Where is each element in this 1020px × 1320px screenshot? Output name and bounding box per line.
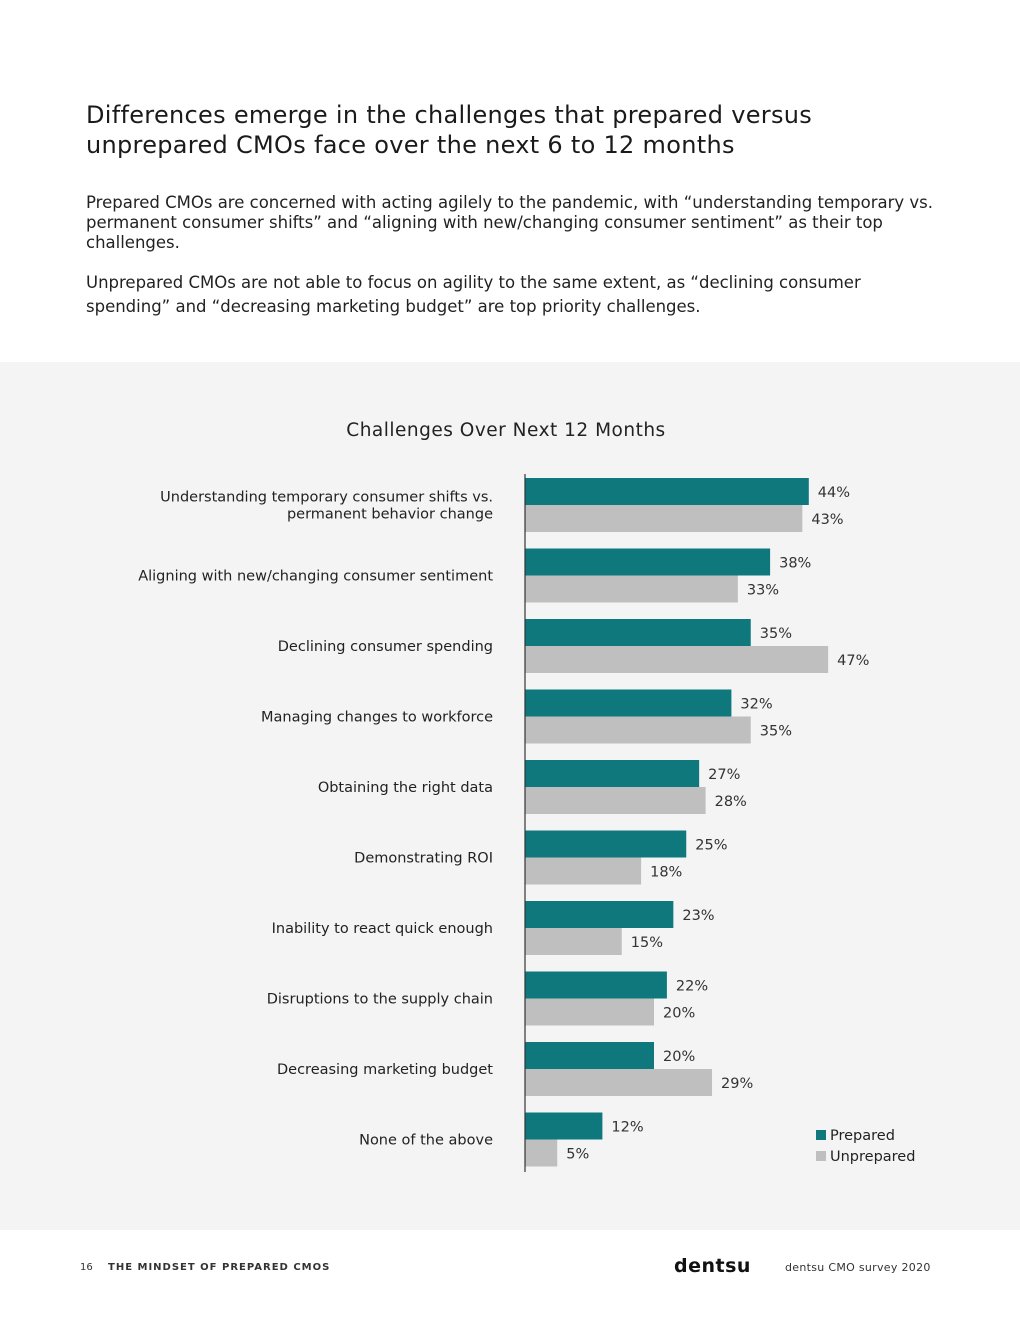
- data-label: 20%: [663, 1006, 695, 1022]
- category-label: Managing changes to workforce: [261, 710, 493, 726]
- category-label: Disruptions to the supply chain: [267, 992, 493, 1008]
- legend-swatch-unprepared: [816, 1151, 826, 1161]
- data-label: 35%: [760, 724, 792, 740]
- bar-prepared: [525, 901, 674, 928]
- data-label: 38%: [779, 556, 811, 572]
- data-label: 18%: [650, 865, 682, 881]
- category-label: None of the above: [359, 1133, 493, 1149]
- bar-unprepared: [525, 646, 829, 673]
- category-label: Demonstrating ROI: [354, 851, 493, 867]
- data-label: 22%: [676, 979, 708, 995]
- chart-title: Challenges Over Next 12 Months: [346, 420, 665, 441]
- bar-prepared: [525, 1042, 654, 1069]
- bar-unprepared: [525, 1069, 713, 1096]
- data-label: 32%: [740, 697, 772, 713]
- bar-prepared: [525, 760, 700, 787]
- bar-unprepared: [525, 1139, 558, 1167]
- bar-unprepared: [525, 787, 706, 814]
- legend-swatch-prepared: [816, 1130, 826, 1140]
- page-number: 16: [80, 1262, 93, 1273]
- data-label: 23%: [682, 908, 714, 924]
- data-label: 28%: [715, 794, 747, 810]
- bar-unprepared: [525, 998, 654, 1026]
- survey-name: dentsu CMO survey 2020: [785, 1261, 931, 1274]
- data-label: 15%: [631, 935, 663, 951]
- data-label: 29%: [721, 1076, 753, 1092]
- bar-unprepared: [525, 575, 738, 603]
- data-label: 12%: [611, 1120, 643, 1136]
- bar-unprepared: [525, 928, 622, 955]
- bar-prepared: [525, 971, 667, 999]
- category-label: Aligning with new/changing consumer sent…: [138, 569, 493, 585]
- intro-paragraph-unprepared: Unprepared CMOs are not able to focus on…: [86, 273, 861, 316]
- brand-logo: dentsu: [674, 1255, 751, 1277]
- data-label: 35%: [760, 626, 792, 642]
- bar-unprepared: [525, 505, 803, 532]
- category-label: Inability to react quick enough: [272, 921, 493, 937]
- data-label: 20%: [663, 1049, 695, 1065]
- category-label: Obtaining the right data: [318, 780, 493, 796]
- data-label: 43%: [811, 512, 843, 528]
- legend-label-unprepared: Unprepared: [830, 1149, 915, 1165]
- data-label: 47%: [837, 653, 869, 669]
- bar-unprepared: [525, 857, 642, 885]
- intro-paragraph-prepared: Prepared CMOs are concerned with acting …: [86, 193, 934, 252]
- chart-panel: Challenges Over Next 12 Months Understand…: [0, 362, 1020, 1230]
- category-label: Decreasing marketing budget: [277, 1062, 493, 1078]
- category-label: Declining consumer spending: [278, 639, 493, 655]
- page-title: Differences emerge in the challenges tha…: [86, 101, 813, 159]
- data-label: 27%: [708, 767, 740, 783]
- bar-prepared: [525, 830, 687, 858]
- legend-label-prepared: Prepared: [830, 1128, 895, 1144]
- data-label: 33%: [747, 583, 779, 599]
- bar-unprepared: [525, 716, 751, 744]
- bar-prepared: [525, 478, 809, 505]
- bar-prepared: [525, 689, 732, 717]
- data-label: 25%: [695, 838, 727, 854]
- data-label: 5%: [566, 1147, 589, 1163]
- document-title: THE MINDSET OF PREPARED CMOS: [108, 1262, 331, 1273]
- page-footer: 16 THE MINDSET OF PREPARED CMOS dentsu d…: [0, 1255, 1020, 1282]
- category-label: Understanding temporary consumer shifts …: [160, 490, 493, 523]
- data-label: 44%: [818, 485, 850, 501]
- bar-prepared: [525, 619, 751, 646]
- challenges-bar-chart: Challenges Over Next 12 Months Understand…: [138, 420, 915, 1172]
- bar-prepared: [525, 1112, 603, 1140]
- bar-prepared: [525, 548, 771, 576]
